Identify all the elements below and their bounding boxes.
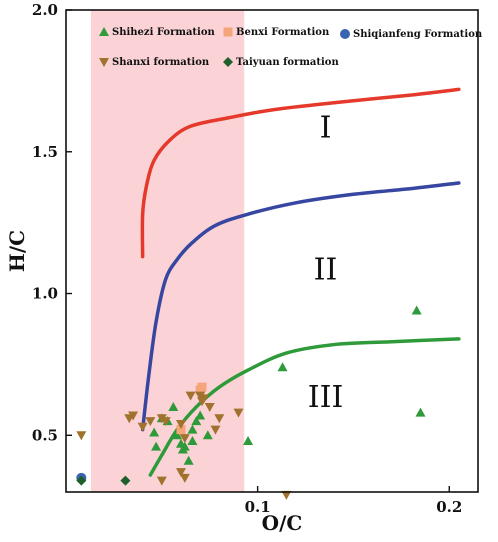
shihezi-formation-point [277,362,288,372]
shanxi-formation-point [179,473,190,483]
y-tick-label: 2.0 [32,1,58,19]
shanxi-formation-point [175,468,186,478]
legend-marker-taiyuan-formation [223,57,233,67]
x-axis-title: O/C [262,511,303,535]
shanxi-formation-point [233,408,244,418]
legend-marker-benxi-formation [223,27,233,37]
curve-layer [140,87,461,477]
legend-label-shiqianfeng-formation: Shiqianfeng Formation [353,29,483,40]
shanxi-formation-point [179,434,190,444]
shihezi-formation-point [179,441,190,451]
shanxi-formation-point [175,419,186,429]
shaded-band-layer [90,10,245,492]
shihezi-formation-point [243,435,254,445]
legend-marker-shanxi-formation [99,58,109,67]
shihezi-formation-point [172,430,183,440]
shaded-band [90,10,245,492]
shanxi-formation-point [76,431,87,441]
shihezi-formation-point [149,427,160,437]
shanxi-formation-point [156,476,167,486]
legend-marker-shiqianfeng-formation [340,29,350,39]
shihezi-formation-point [151,441,162,451]
point-layer [76,305,426,500]
shihezi-formation-point [202,430,213,440]
shanxi-formation-point [137,422,148,432]
plot-frame [65,9,479,493]
boundary-curve-2 [140,181,461,432]
y-tick-label: 0.5 [32,426,58,444]
shanxi-formation-point [128,411,139,421]
shanxi-formation-point [160,417,171,427]
taiyuan-formation-point [120,475,131,486]
region-label-3: III [308,380,344,415]
y-axis-title: H/C [5,230,29,272]
region-label-2: II [314,252,338,287]
shanxi-formation-point [198,394,209,404]
shanxi-formation-point [281,490,292,500]
shihezi-formation-point [191,416,202,426]
shihezi-formation-point [195,410,206,420]
legend-label-benxi-formation: Benxi Formation [236,27,330,38]
shanxi-formation-point [145,417,156,427]
shihezi-formation-point [187,435,198,445]
taiyuan-formation-point [76,475,87,486]
legend-label-shihezi-formation: Shihezi Formation [112,27,216,38]
legend-marker-shihezi-formation [99,27,109,36]
shanxi-formation-point [210,425,221,435]
boundary-curve-3 [148,337,461,477]
shihezi-formation-point [187,424,198,434]
region-label-1: I [320,111,332,146]
y-tick-label: 1.5 [32,143,58,161]
x-tick-label: 0.1 [245,498,271,516]
shihezi-formation-point [183,455,194,465]
benxi-formation-point [176,425,186,435]
shanxi-formation-point [214,414,225,424]
legend-label-shanxi-formation: Shanxi formation [112,57,210,68]
shihezi-formation-point [411,305,422,315]
shihezi-formation-point [168,401,179,411]
y-tick-label: 1.0 [32,285,58,303]
legend-label-taiyuan-formation: Taiyuan formation [236,57,339,68]
boundary-curve-1 [140,87,461,259]
shihezi-formation-point [415,407,426,417]
legend: Shihezi Formation Benxi Formation Shiqianf… [99,27,483,68]
benxi-formation-point [197,382,207,392]
x-tick-label: 0.2 [436,498,462,516]
shanxi-formation-point [185,391,196,401]
axis-layer: 0.1 0.2 0.5 1.0 1.5 2.0 [32,1,479,516]
shanxi-formation-point [204,402,215,412]
